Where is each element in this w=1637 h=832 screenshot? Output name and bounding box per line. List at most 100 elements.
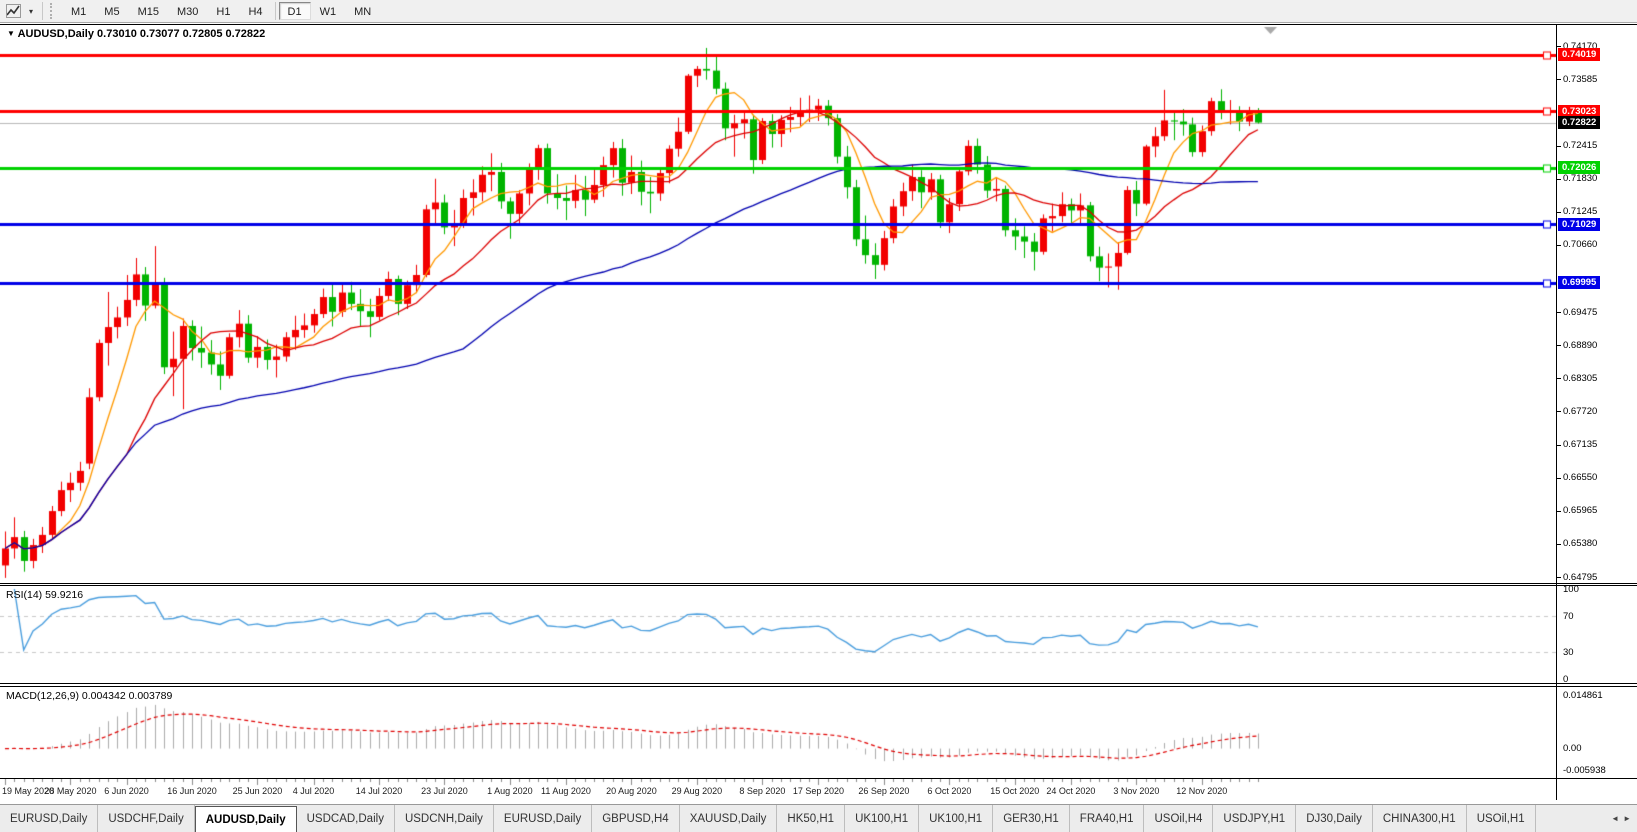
price-tick-label: 0.74170 [1563, 41, 1598, 52]
price-tick [1557, 46, 1561, 47]
price-tick-label: 0.71245 [1563, 206, 1598, 217]
price-tick-label: 0.70660 [1563, 239, 1598, 250]
date-label: 25 Jun 2020 [232, 786, 283, 796]
date-label: 11 Aug 2020 [541, 786, 591, 796]
timeframe-button-m15[interactable]: M15 [137, 6, 159, 18]
price-tick-label: 0.72415 [1563, 140, 1598, 151]
price-axis[interactable]: 0.74170 0.73585 0.72415 0.71830 0.71245 0.706… [1556, 24, 1637, 800]
timeframe-button-h4[interactable]: H4 [248, 6, 263, 18]
chart-tab-usoil-h4[interactable]: USOil,H4 [1144, 805, 1214, 832]
chart-top-border [0, 24, 1637, 25]
timeframe-button-m5[interactable]: M5 [104, 6, 120, 18]
price-tick-label: 0.68305 [1563, 373, 1598, 384]
chevron-down-icon[interactable]: ▾ [28, 6, 33, 16]
price-tick [1557, 245, 1561, 246]
macd-panel-bottom-border [0, 778, 1637, 779]
date-label: 20 Aug 2020 [606, 786, 657, 796]
macd-scale-label: -0.005938 [1563, 765, 1606, 776]
date-label: 8 Sep 2020 [739, 786, 786, 796]
chart-tab-audusd-daily[interactable]: AUDUSD,Daily [194, 806, 297, 832]
price-tick-label: 0.69475 [1563, 307, 1598, 318]
tab-scroll-left-icon[interactable]: ◄ [1611, 814, 1620, 823]
chart-tab-usdcnh-daily[interactable]: USDCNH,Daily [395, 805, 494, 832]
price-tick [1557, 312, 1561, 313]
chart-tab-xauusd-daily[interactable]: XAUUSD,Daily [680, 805, 778, 832]
price-tick-label: 0.66550 [1563, 472, 1598, 483]
time-axis-ticks [0, 779, 1556, 786]
price-tick-label: 0.68890 [1563, 340, 1598, 351]
rsi-scale-label: 100 [1563, 584, 1579, 595]
rsi-panel-top-border [0, 585, 1637, 586]
date-label: 16 Jun 2020 [167, 786, 217, 796]
rsi-panel-canvas[interactable] [0, 586, 1556, 683]
rsi-scale-label: 0 [1563, 674, 1569, 685]
main-panel-bottom-border [0, 583, 1637, 584]
macd-scale-label: 0.014861 [1563, 690, 1603, 701]
chart-ohlc-values: 0.73010 0.73077 0.72805 0.72822 [97, 28, 266, 40]
price-tick [1557, 478, 1561, 479]
timeframe-button-h1[interactable]: H1 [216, 6, 231, 18]
level-price-badge: 0.73023 [1558, 105, 1601, 118]
macd-scale-label: 0.00 [1563, 743, 1582, 754]
chart-tab-uk100-h1[interactable]: UK100,H1 [845, 805, 920, 832]
price-tick [1557, 179, 1561, 180]
price-tick-label: 0.73585 [1563, 74, 1598, 85]
timeframe-button-mn[interactable]: MN [354, 6, 372, 18]
price-tick [1557, 411, 1561, 412]
chart-tab-hk50-h1[interactable]: HK50,H1 [777, 805, 846, 832]
date-label: 12 Nov 2020 [1176, 786, 1228, 796]
date-label: 15 Oct 2020 [990, 786, 1040, 796]
timeframe-toolbar: ▾ M1 M5 M15 M30 H1 H4 D1 W1 MN [0, 0, 1637, 23]
date-label: 17 Sep 2020 [792, 786, 844, 796]
date-label: 4 Jul 2020 [292, 786, 335, 796]
price-tick [1557, 212, 1561, 213]
chart-tab-ger30-h1[interactable]: GER30,H1 [993, 805, 1070, 832]
date-label: 19 May 2020 [2, 786, 55, 796]
rsi-panel-bottom-border [0, 683, 1637, 684]
chart-title: ▼ AUDUSD,Daily 0.73010 0.73077 0.72805 0… [7, 28, 265, 40]
chart-tab-usdchf-daily[interactable]: USDCHF,Daily [98, 805, 195, 832]
timeframe-button-m30[interactable]: M30 [176, 6, 199, 18]
chart-tab-bar: EURUSD,Daily USDCHF,Daily AUDUSD,Daily USDC… [0, 804, 1637, 832]
tab-scroll-right-icon[interactable]: ► [1623, 814, 1631, 823]
price-tick-label: 0.64795 [1563, 572, 1598, 583]
price-tick [1557, 445, 1561, 446]
price-tick [1557, 79, 1561, 80]
chart-tab-fra40-h1[interactable]: FRA40,H1 [1070, 805, 1145, 832]
chart-tab-gbpusd-h4[interactable]: GBPUSD,H4 [592, 805, 680, 832]
rsi-scale-label: 30 [1563, 647, 1574, 658]
chart-title-marker-icon[interactable]: ▼ [7, 29, 15, 38]
date-label: 3 Nov 2020 [1113, 786, 1160, 796]
price-tick [1557, 544, 1561, 545]
date-label: 29 Aug 2020 [671, 786, 723, 796]
chart-tab-eurusd-daily[interactable]: EURUSD,Daily [0, 805, 99, 832]
charts-toolbar-icon[interactable] [3, 2, 23, 20]
chart-tab-usoil-h1[interactable]: USOil,H1 [1467, 805, 1536, 832]
level-price-badge: 0.74019 [1558, 48, 1601, 61]
price-tick-label: 0.65380 [1563, 538, 1598, 549]
date-label: 6 Oct 2020 [927, 786, 972, 796]
chart-tab-eurusd-daily[interactable]: EURUSD,Daily [494, 805, 593, 832]
price-tick [1557, 577, 1561, 578]
chart-tab-china300-h1[interactable]: CHINA300,H1 [1373, 805, 1467, 832]
macd-panel-top-border [0, 686, 1637, 687]
toolbar-grip-handle[interactable] [50, 3, 56, 19]
date-label: 26 Sep 2020 [858, 786, 910, 796]
rsi-label: RSI(14) 59.9216 [6, 589, 84, 601]
toolbar-separator [274, 2, 276, 20]
price-tick-label: 0.65965 [1563, 505, 1598, 516]
price-tick-label: 0.67135 [1563, 439, 1598, 450]
level-price-badge: 0.71029 [1558, 218, 1601, 231]
chart-tab-uk100-h1[interactable]: UK100,H1 [919, 805, 994, 832]
price-tick [1557, 378, 1561, 379]
chart-tab-usdcad-daily[interactable]: USDCAD,Daily [297, 805, 395, 832]
rsi-scale-label: 70 [1563, 611, 1574, 622]
macd-panel-canvas[interactable] [0, 687, 1556, 778]
timeframe-button-d1[interactable]: D1 [278, 2, 311, 20]
price-chart-canvas[interactable] [0, 25, 1556, 583]
timeframe-button-w1[interactable]: W1 [319, 6, 337, 18]
chart-tab-usdjpy-h1[interactable]: USDJPY,H1 [1213, 805, 1297, 832]
chart-tab-dj30-daily[interactable]: DJ30,Daily [1296, 805, 1373, 832]
timeframe-button-m1[interactable]: M1 [71, 6, 87, 18]
